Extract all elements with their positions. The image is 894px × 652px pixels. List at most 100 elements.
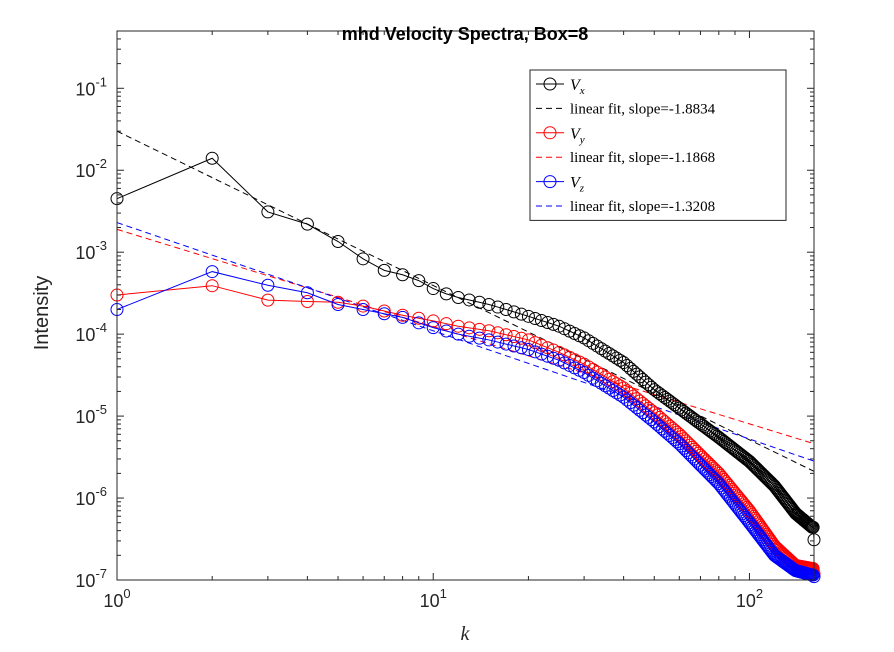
y-tick-label: 10-2 [75,156,107,181]
data-point-z [749,524,763,538]
data-point-y [426,314,440,328]
data-point-x [356,252,370,266]
data-point-z [491,335,505,349]
data-point-x [806,520,820,534]
data-point-y [617,381,631,395]
data-point-x [499,302,513,316]
data-point-z [675,439,689,453]
series-x [110,151,821,547]
data-point-z [356,302,370,316]
data-point-x [482,298,496,311]
data-point-z [541,349,555,363]
data-point-y [451,319,465,333]
data-point-y [507,330,521,344]
data-point-x [802,517,816,531]
data-point-x [804,519,818,533]
data-point-x [803,518,817,532]
data-point-y [462,321,476,335]
data-point-z [507,339,521,353]
data-point-x [668,398,682,412]
data-point-x [546,317,560,331]
data-point-y [472,322,486,336]
data-point-y [620,384,634,398]
data-point-x [541,316,555,330]
data-point-y [300,295,314,309]
data-point-x [521,309,535,323]
data-point-z [613,388,627,402]
legend-label-y: Vy [570,126,585,146]
data-series [110,151,821,584]
data-point-y [356,299,370,313]
y-tick-label: 10-3 [75,238,107,263]
data-point-z [482,333,496,347]
data-point-x [590,339,604,353]
data-point-y [514,331,528,345]
data-point-x [439,287,453,301]
legend-label-x: Vx [570,77,585,97]
data-point-x [672,401,686,415]
x-tick-label: 102 [736,586,763,611]
data-point-z [594,376,608,390]
axes-box [116,30,815,581]
data-point-z [426,321,440,335]
data-point-z [602,381,616,395]
data-point-x [712,430,726,444]
data-point-z [439,324,453,338]
data-point-x [472,295,486,309]
data-point-z [748,523,762,537]
data-point-z [750,526,764,540]
data-point-z [658,424,672,438]
data-point-x [717,434,731,448]
data-point-y [412,311,426,325]
data-point-x [396,268,410,282]
data-point-z [606,384,620,398]
legend-box [529,69,787,221]
data-point-x [606,349,620,363]
data-point-z [650,417,664,431]
data-point-x [514,307,528,321]
data-point-x [670,399,684,413]
data-point-x [462,293,476,307]
data-point-z [535,347,549,361]
data-point-z [546,351,560,365]
data-point-z [300,286,314,300]
legend-swatch-marker [543,126,557,140]
data-point-x [594,342,608,356]
data-point-z [705,470,719,483]
data-point-x [507,305,521,319]
data-point-z [752,528,766,542]
data-point-z [499,337,513,351]
legend-fit-label-z: linear fit, slope=-1.3208 [570,199,715,215]
data-point-x [261,205,275,219]
legend-fit-label-x: linear fit, slope=-1.8834 [570,101,716,117]
data-point-x [677,404,691,418]
data-point-x [675,403,689,417]
y-tick-label: 10-5 [75,402,107,427]
data-point-y [491,326,505,340]
data-point-x [610,351,624,365]
data-point-z [462,329,476,343]
data-point-y [205,279,219,293]
data-point-y [521,333,535,347]
legend-label-z: Vz [570,175,585,195]
data-point-z [598,379,612,393]
data-point-z [472,331,486,345]
data-point-x [679,406,693,420]
data-point-x [745,457,759,471]
data-point-y [482,324,496,338]
data-point-z [377,307,391,321]
data-point-x [598,344,612,358]
x-tick-label: 100 [103,586,130,611]
data-point-x [715,433,729,447]
legend: Vx linear fit, slope=-1.8834 Vy linear fit,… [529,69,787,221]
data-point-x [300,217,314,231]
data-point-y [528,336,542,350]
data-point-z [451,327,465,341]
data-point-x [535,314,549,328]
data-point-z [521,342,535,356]
data-point-x [663,394,677,408]
data-point-x [491,300,505,314]
data-point-x [426,282,440,296]
data-point-x [331,235,345,249]
legend-swatch-marker [543,175,557,189]
